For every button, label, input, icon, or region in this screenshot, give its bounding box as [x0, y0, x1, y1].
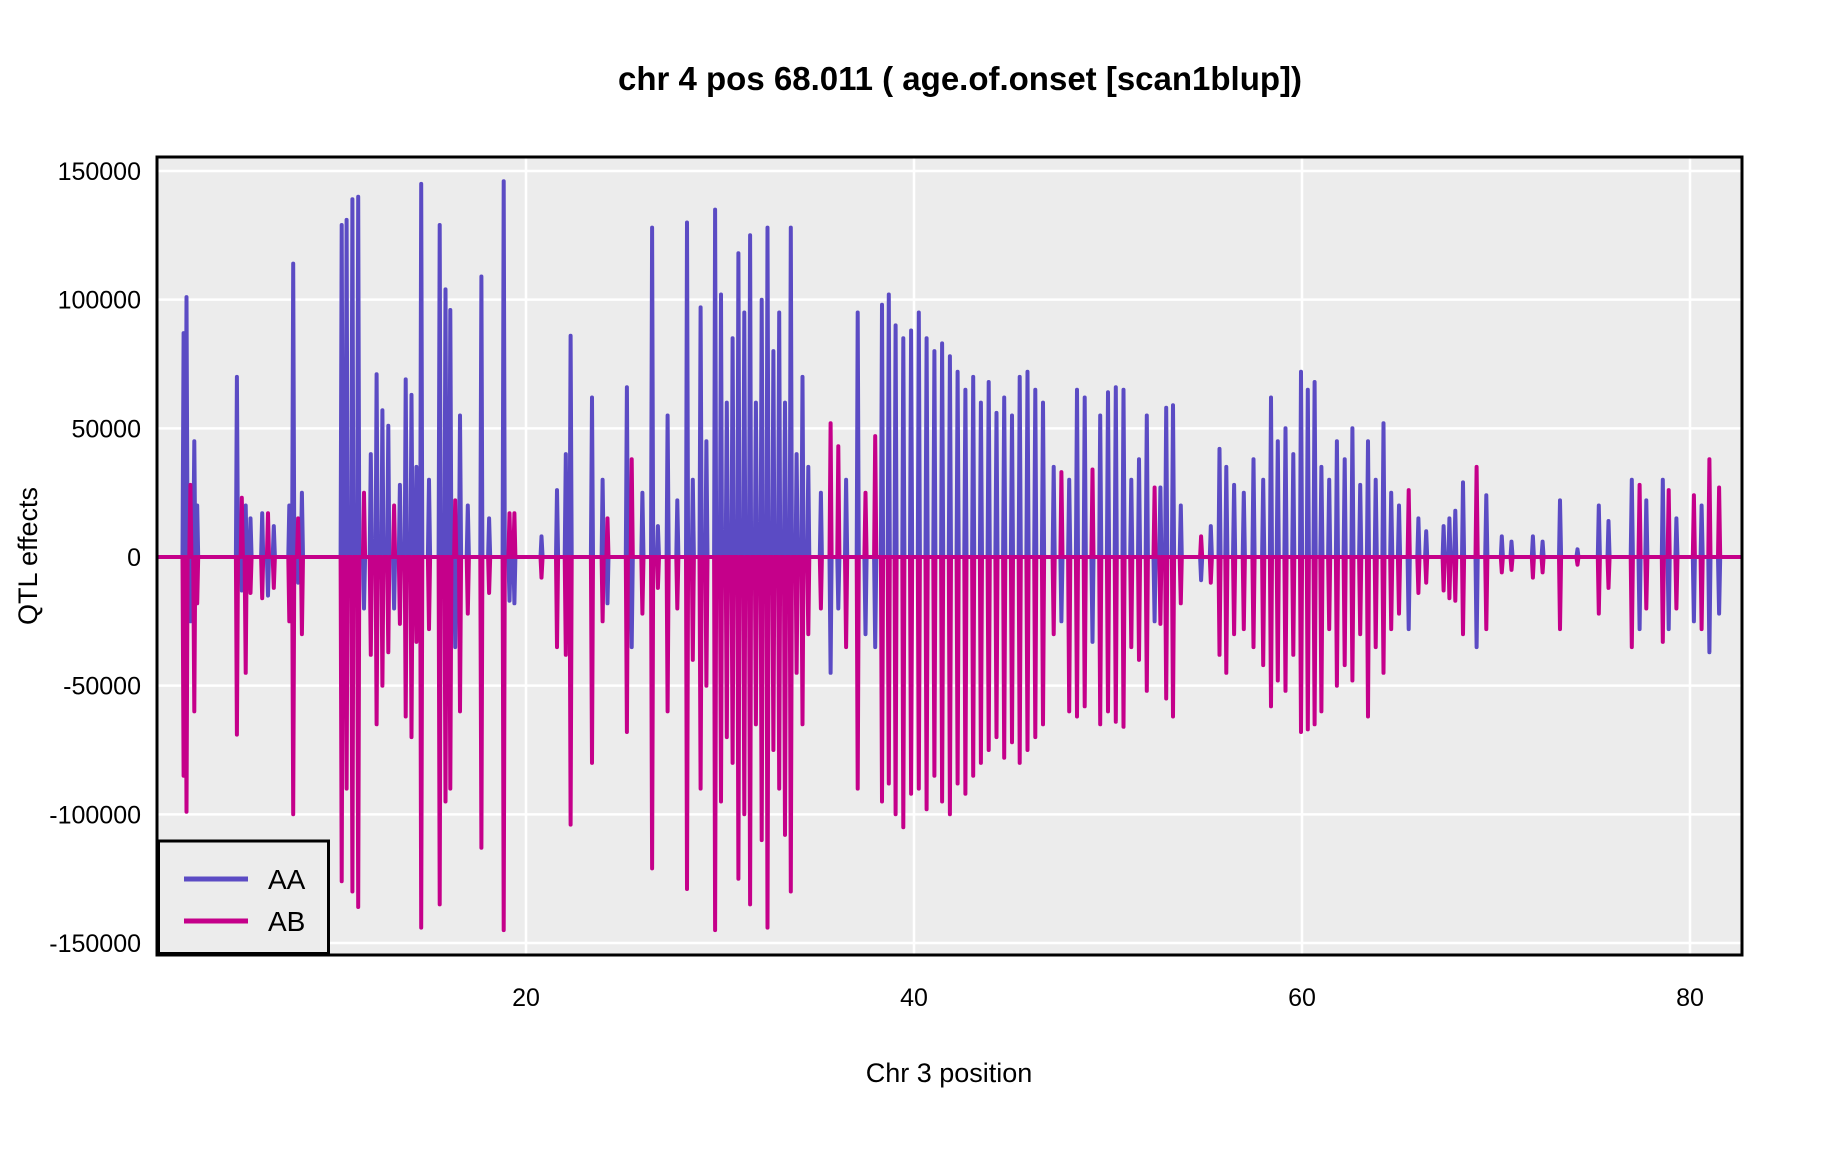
legend-ab-label: AB	[268, 906, 305, 937]
x-axis-title: Chr 3 position	[866, 1058, 1033, 1088]
y-tick-label: 100000	[58, 287, 141, 315]
x-axis-tick-labels: 20 40 60 80	[512, 984, 1704, 1012]
x-tick-label: 40	[900, 984, 928, 1012]
legend-box	[157, 839, 330, 955]
y-axis-tick-labels: 150000 100000 50000 0 -50000 -100000 -150000	[49, 158, 141, 958]
legend: AA AB	[157, 839, 330, 955]
chart-title: chr 4 pos 68.011 ( age.of.onset [scan1bl…	[618, 60, 1302, 97]
y-tick-label: 0	[127, 544, 141, 572]
y-tick-label: 150000	[58, 158, 141, 186]
y-axis-title: QTL effects	[13, 487, 43, 625]
x-tick-label: 80	[1676, 984, 1704, 1012]
series-lines	[157, 179, 1742, 933]
y-tick-label: 50000	[71, 415, 141, 443]
x-tick-label: 60	[1288, 984, 1316, 1012]
legend-aa-label: AA	[268, 864, 306, 895]
x-tick-label: 20	[512, 984, 540, 1012]
series-ab-line	[157, 421, 1742, 933]
panel-border	[155, 155, 1744, 957]
y-tick-label: -150000	[49, 930, 141, 958]
y-tick-label: -50000	[63, 673, 141, 701]
y-tick-label: -100000	[49, 801, 141, 829]
